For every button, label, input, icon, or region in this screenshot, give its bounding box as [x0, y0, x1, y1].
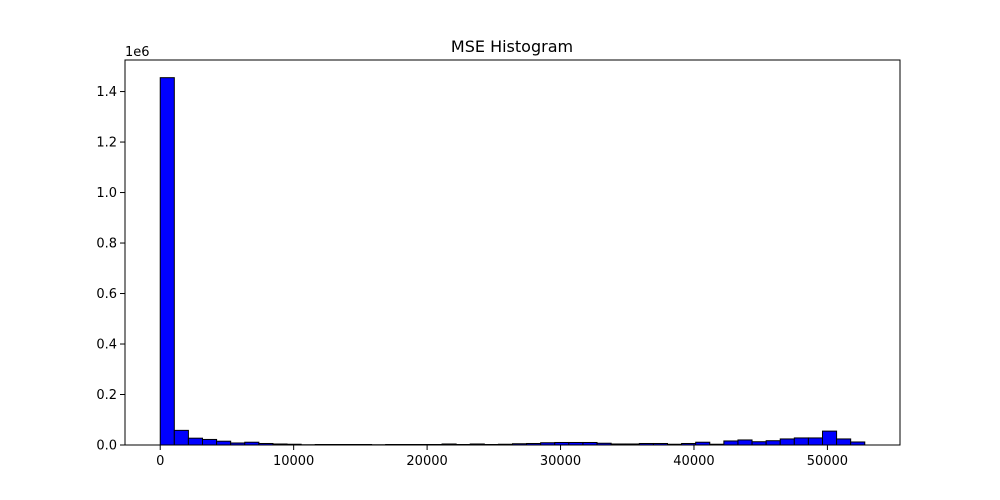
y-tick-label: 0.0 — [96, 439, 117, 454]
y-axis-offset-label: 1e6 — [125, 45, 150, 60]
y-tick-label: 0.4 — [96, 338, 117, 353]
y-tick-label: 0.8 — [96, 237, 117, 252]
y-tick-label: 0.6 — [96, 287, 117, 302]
histogram-bar — [159, 77, 175, 446]
plot-area-frame — [124, 59, 901, 446]
histogram-bar — [765, 440, 781, 446]
histogram-bar — [779, 438, 795, 446]
histogram-bar — [793, 437, 809, 446]
x-tick-label: 0 — [156, 454, 164, 469]
histogram-bar — [836, 438, 852, 446]
x-tick-label: 50000 — [807, 454, 848, 469]
y-tick-label: 0.2 — [96, 388, 117, 403]
y-tick-label: 1.0 — [96, 186, 117, 201]
x-tick-label: 40000 — [673, 454, 714, 469]
y-tick-label: 1.4 — [96, 85, 117, 100]
chart-title: MSE Histogram — [451, 37, 573, 56]
x-axis-ticks: 0 10000 20000 30000 40000 50000 — [156, 445, 848, 469]
y-axis-ticks: 0.0 0.2 0.4 0.6 0.8 1.0 1.2 1.4 — [96, 85, 125, 454]
histogram-bar — [216, 440, 232, 446]
histogram-bar — [822, 430, 838, 446]
histogram-bar — [723, 440, 739, 446]
x-tick-label: 20000 — [406, 454, 447, 469]
histogram-bar — [202, 438, 218, 446]
x-tick-label: 10000 — [273, 454, 314, 469]
y-tick-label: 1.2 — [96, 136, 117, 151]
histogram-bar — [187, 437, 204, 446]
histogram-bars — [159, 77, 866, 446]
histogram-bar — [173, 429, 189, 446]
x-tick-label: 30000 — [540, 454, 581, 469]
histogram-bar — [807, 437, 823, 446]
histogram-bar — [737, 439, 753, 446]
